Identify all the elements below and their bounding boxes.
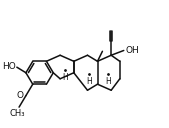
Text: H: H <box>62 73 68 82</box>
Text: H: H <box>106 77 111 86</box>
Text: HO: HO <box>2 62 16 71</box>
Text: CH₃: CH₃ <box>9 109 25 118</box>
Text: O: O <box>17 91 23 100</box>
Text: H: H <box>86 77 92 86</box>
Text: OH: OH <box>125 46 139 55</box>
